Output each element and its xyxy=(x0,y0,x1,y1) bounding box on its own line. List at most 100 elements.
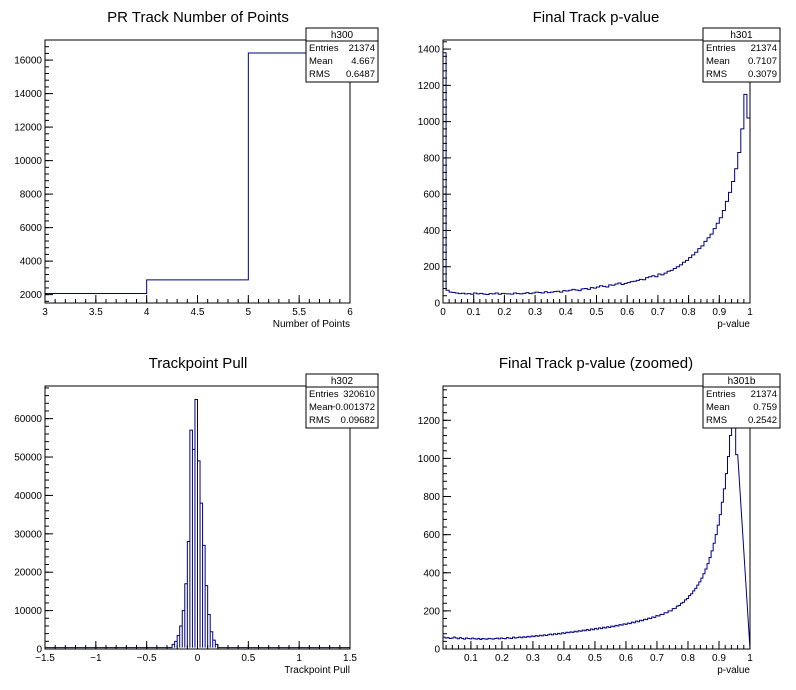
stats-value: 0.09682 xyxy=(341,415,375,426)
x-tick-label: 0.6 xyxy=(620,307,634,318)
y-tick-label: 200 xyxy=(423,262,440,273)
stats-value: −0.001372 xyxy=(330,402,375,413)
stats-value: 0.3079 xyxy=(748,69,777,80)
y-tick-label: 800 xyxy=(423,153,440,164)
histogram-panel-4: Final Track p-value (zoomed) 0.1 0.2 0.3 0.4… xyxy=(418,355,781,676)
stats-label: Entries xyxy=(309,43,339,54)
x-tick-label: 0.3 xyxy=(528,307,542,318)
x-tick-label: 0.7 xyxy=(651,307,665,318)
histogram-line xyxy=(442,52,751,303)
stats-histogram-name: h301 xyxy=(730,30,753,41)
x-tick-label: 5.5 xyxy=(292,307,306,318)
stats-label: Entries xyxy=(706,43,736,54)
y-tick-label: 200 xyxy=(423,606,440,617)
x-tick-label: −1.5 xyxy=(35,653,55,664)
y-tick-label: 4000 xyxy=(20,257,43,268)
x-tick-label: 0.5 xyxy=(241,653,255,664)
x-tick-label: −0.5 xyxy=(137,653,157,664)
chart-title: Trackpoint Pull xyxy=(149,355,248,372)
y-tick-label: 16000 xyxy=(14,56,42,67)
stats-value: 21374 xyxy=(751,43,777,54)
x-tick-label: 0.2 xyxy=(495,653,509,664)
y-tick-label: 0 xyxy=(434,645,440,656)
stats-box: h301 Entries 21374 Mean 0.7107 RMS 0.3079 xyxy=(702,27,781,83)
y-tick-label: 6000 xyxy=(20,223,43,234)
stats-histogram-name: h302 xyxy=(331,376,354,387)
stats-value: 21374 xyxy=(751,389,777,400)
y-tick-label: 2000 xyxy=(20,290,43,301)
plot-frame xyxy=(44,39,351,304)
stats-label: Mean xyxy=(706,56,730,67)
stats-value: 0.7107 xyxy=(748,56,777,67)
x-axis-label: Trackpoint Pull xyxy=(284,665,350,676)
x-tick-label: 0.2 xyxy=(497,307,511,318)
x-axis-label: Number of Points xyxy=(273,319,350,330)
y-tick-label: 20000 xyxy=(14,568,42,579)
y-tick-label: 1200 xyxy=(418,81,441,92)
x-tick-label: 0.6 xyxy=(619,653,633,664)
x-tick-label: 0.1 xyxy=(464,653,478,664)
x-tick-label: 6 xyxy=(347,307,353,318)
x-tick-label: 5 xyxy=(246,307,252,318)
x-tick-label: 0.9 xyxy=(712,653,726,664)
x-tick-label: 4.5 xyxy=(191,307,205,318)
stats-box: h300 Entries 21374 Mean 4.667 RMS 0.6487 xyxy=(305,27,379,83)
x-tick-label: 0.7 xyxy=(650,653,664,664)
histogram-panel-1: PR Track Number of Points 3 3.5 4 4.5 5 5.5 6 20… xyxy=(14,9,379,330)
stats-box-frame xyxy=(702,27,781,83)
x-axis-label: p-value xyxy=(717,319,750,330)
y-tick-label: 40000 xyxy=(14,491,42,502)
x-tick-label: 4 xyxy=(144,307,150,318)
y-tick-label: 12000 xyxy=(14,123,42,134)
y-tick-label: 1200 xyxy=(418,416,441,427)
stats-histogram-name: h301b xyxy=(728,376,756,387)
x-tick-label: 0 xyxy=(440,307,446,318)
chart-title: PR Track Number of Points xyxy=(107,9,289,26)
stats-label: Mean xyxy=(309,402,333,413)
stats-label: Mean xyxy=(309,56,333,67)
stats-label: RMS xyxy=(706,415,727,426)
x-tick-label: 0.4 xyxy=(557,653,571,664)
x-tick-label: 1 xyxy=(747,307,753,318)
x-tick-label: 1.5 xyxy=(343,653,357,664)
x-tick-label: 0.8 xyxy=(682,307,696,318)
x-tick-label: 0.5 xyxy=(590,307,604,318)
y-tick-label: 1000 xyxy=(418,117,441,128)
stats-label: Mean xyxy=(706,402,730,413)
stats-label: RMS xyxy=(706,69,727,80)
x-tick-label: 0.9 xyxy=(712,307,726,318)
y-tick-label: 14000 xyxy=(14,89,42,100)
y-tick-label: 600 xyxy=(423,190,440,201)
y-tick-label: 0 xyxy=(434,299,440,310)
y-tick-label: 30000 xyxy=(14,529,42,540)
stats-label: RMS xyxy=(309,415,330,426)
chart-title: Final Track p-value xyxy=(533,9,660,26)
stats-histogram-name: h300 xyxy=(331,30,354,41)
stats-box: h301b Entries 21374 Mean 0.759 RMS 0.2542 xyxy=(702,373,781,429)
stats-value: 0.759 xyxy=(753,402,777,413)
x-tick-label: 0.1 xyxy=(467,307,481,318)
x-tick-label: 0.4 xyxy=(559,307,573,318)
histogram-panel-3: Trackpoint Pull −1.5 −1 −0.5 0 0.5 1 1.5 0 10000 2… xyxy=(14,355,379,676)
x-tick-label: 0 xyxy=(195,653,201,664)
x-tick-label: 0.8 xyxy=(681,653,695,664)
y-tick-label: 600 xyxy=(423,530,440,541)
histogram-line xyxy=(442,389,751,650)
stats-value: 4.667 xyxy=(351,56,375,67)
y-tick-label: 10000 xyxy=(14,606,42,617)
histogram-panel-2: Final Track p-value 0 0.1 0.2 0.3 0.4 0.5 0.6 0.… xyxy=(418,9,781,330)
x-tick-label: 0.3 xyxy=(526,653,540,664)
x-tick-label: −1 xyxy=(90,653,102,664)
histogram-line xyxy=(45,398,350,649)
y-tick-label: 800 xyxy=(423,492,440,503)
x-tick-label: 1 xyxy=(747,653,753,664)
y-tick-label: 50000 xyxy=(14,453,42,464)
histogram-line xyxy=(45,52,350,294)
x-axis-label: p-value xyxy=(717,665,750,676)
stats-box-frame xyxy=(702,373,781,429)
x-tick-label: 3 xyxy=(42,307,48,318)
y-tick-label: 400 xyxy=(423,568,440,579)
y-tick-label: 0 xyxy=(36,645,42,656)
